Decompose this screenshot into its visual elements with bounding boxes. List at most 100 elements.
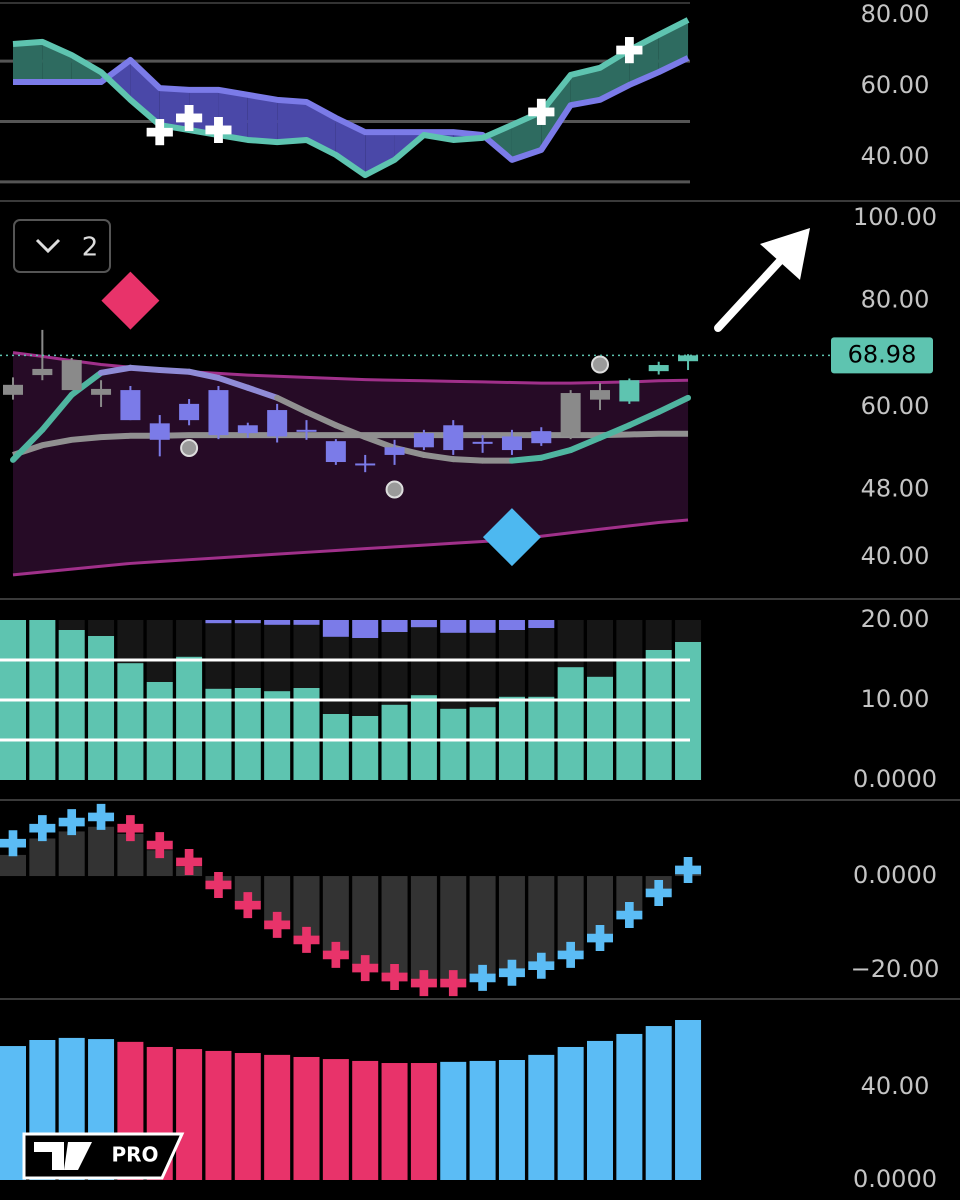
fill-between [365,132,395,176]
bar [88,636,115,780]
last-price-label: 68.98 [848,340,917,368]
cross-marker [0,830,26,857]
candle-body [590,390,610,400]
toggle-box[interactable] [13,219,111,273]
candle-body [61,360,82,391]
line-segment [98,364,134,376]
fill-between [247,94,278,143]
fill-between [335,117,366,176]
circle-marker [591,355,609,374]
cross-marker [469,964,496,991]
line-segment [186,368,222,381]
bar [381,620,408,632]
line-segment [68,369,105,398]
y-tick-label: 80.00 [861,0,930,28]
bar [528,1054,555,1180]
bar [0,1046,26,1180]
band-line [12,518,689,577]
y-tick-label: −20.00 [851,955,940,983]
line-segment [303,408,339,429]
diamond-marker [101,271,160,330]
cross-marker [675,856,702,883]
line-segment [127,364,163,374]
line-segment [156,367,193,375]
cross-marker [352,955,379,982]
candle-body [531,431,552,444]
candle-body [678,355,699,362]
y-tick-label: 40.00 [861,542,930,570]
y-tick-label: 0.0000 [853,861,937,889]
bar [381,1063,408,1180]
bar [205,1050,232,1180]
bar [675,1020,702,1180]
bar [381,876,408,975]
line-segment [420,451,457,463]
candle-body [120,390,141,421]
bar [176,656,203,780]
line-series [13,55,690,163]
candle-body [296,429,317,432]
bar [234,1053,261,1180]
diamond-marker [482,508,541,567]
cross-marker [498,959,525,986]
bar [381,704,408,780]
candle-body [208,390,229,436]
candle-body [384,447,405,455]
bar [557,876,584,952]
trend-arrow [714,228,810,332]
cross-marker [146,832,173,859]
line-segment [362,434,398,451]
arrow-shaft [714,246,794,332]
candle-body [237,425,258,434]
bar [528,620,555,628]
logo-text: PRO [111,1143,158,1167]
line-segment [626,408,662,429]
cross-marker [616,902,643,929]
y-tick-label: 0.0000 [853,1165,937,1193]
y-tick-label: 10.00 [861,685,930,713]
bar [498,876,525,970]
bar [440,1061,467,1180]
bar [352,716,379,780]
chevron-icon [35,238,61,254]
pane-toggle[interactable]: 2 [13,219,111,273]
bar [410,695,437,780]
cross-marker [58,809,85,836]
candle-body [267,410,288,437]
bar [498,1060,525,1180]
circle-marker [385,480,404,499]
candle-body [149,423,170,440]
bar [587,676,613,780]
bar [410,1063,437,1180]
candle-body [32,368,53,376]
toggle-count: 2 [82,233,99,263]
bar [352,1060,379,1180]
candle-body [443,425,464,451]
candle-body [3,384,23,395]
logo-mark [34,1142,92,1170]
bar [587,876,613,935]
cross-marker [264,911,291,938]
bar [0,854,26,877]
bar [528,876,555,963]
line-segment [508,454,545,464]
bar [58,630,85,780]
bar [117,663,144,780]
cross-marker [205,871,232,898]
line-segment [567,434,603,454]
candle-body [472,441,493,444]
candle-body [179,403,200,421]
fill-between [130,60,160,126]
cross-marker [176,848,203,875]
bar [440,876,467,980]
y-tick-label: 100.00 [853,203,937,231]
bar [557,1046,584,1180]
cross-marker [645,879,672,906]
candle-body [355,463,376,466]
cross-marker [88,803,115,830]
bar [675,642,702,780]
fill-between [570,67,600,106]
y-tick-label: 40.00 [861,142,930,170]
bar [293,620,320,625]
line-segment [215,374,251,391]
